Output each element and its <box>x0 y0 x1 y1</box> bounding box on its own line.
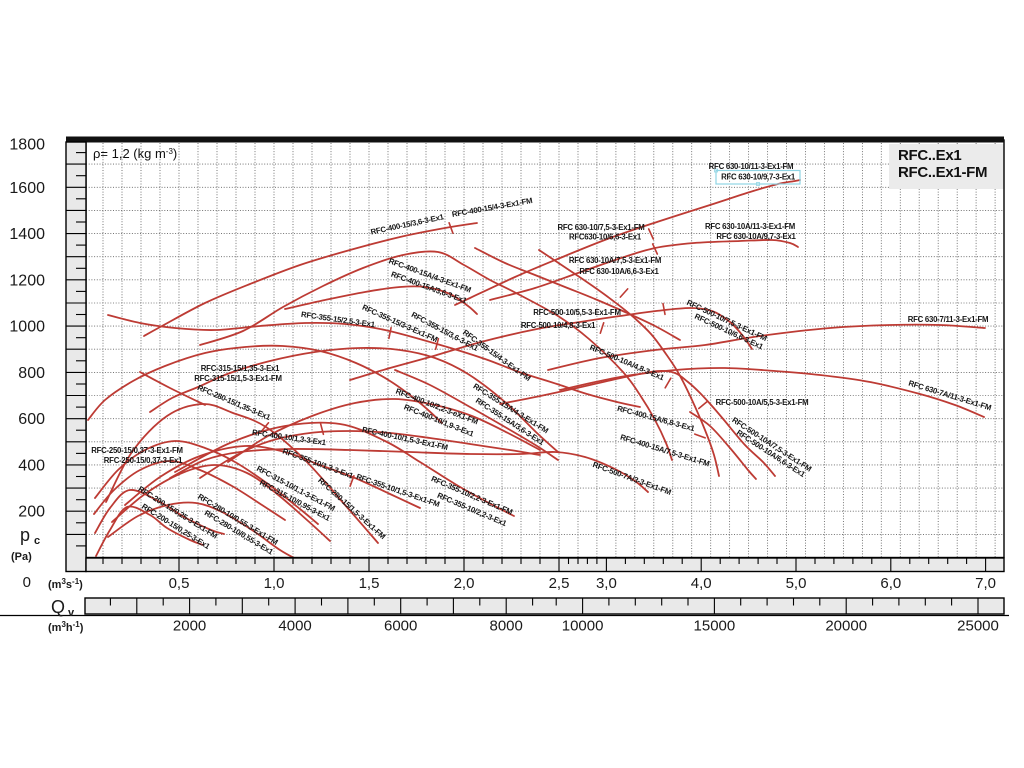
svg-text:3,0: 3,0 <box>596 575 617 592</box>
svg-text:v: v <box>68 607 75 619</box>
svg-text:4,0: 4,0 <box>691 575 712 592</box>
svg-text:4000: 4000 <box>278 618 311 635</box>
svg-text:RFC 630-10A/6,6-3-Ex1: RFC 630-10A/6,6-3-Ex1 <box>579 267 659 276</box>
svg-text:1200: 1200 <box>9 272 45 289</box>
svg-text:6,0: 6,0 <box>880 575 901 592</box>
svg-text:RFC-500-10/4,8-3-Ex1: RFC-500-10/4,8-3-Ex1 <box>521 321 596 330</box>
svg-text:1000: 1000 <box>9 319 45 336</box>
svg-text:p: p <box>20 525 30 545</box>
svg-text:600: 600 <box>18 411 45 428</box>
svg-text:Q: Q <box>51 597 65 617</box>
svg-text:RFC-315-15/1,35-3-Ex1: RFC-315-15/1,35-3-Ex1 <box>201 364 280 373</box>
svg-text:7,0: 7,0 <box>975 575 996 592</box>
svg-text:25000: 25000 <box>957 618 999 635</box>
svg-text:RFC 630-10/7,5-3-Ex1-FM: RFC 630-10/7,5-3-Ex1-FM <box>558 223 645 232</box>
svg-text:1600: 1600 <box>9 180 45 197</box>
svg-text:0,5: 0,5 <box>169 575 190 592</box>
svg-text:RFC 630-10/9,7-3-Ex1: RFC 630-10/9,7-3-Ex1 <box>721 173 796 182</box>
svg-text:ρ= 1,2 (kg m-3): ρ= 1,2 (kg m-3) <box>93 146 177 161</box>
svg-text:RFC-250-15/0,37-3-Ex1: RFC-250-15/0,37-3-Ex1 <box>104 456 183 465</box>
svg-text:10000: 10000 <box>562 618 604 635</box>
svg-text:RFC..Ex1-FM: RFC..Ex1-FM <box>898 164 987 181</box>
svg-text:15000: 15000 <box>694 618 736 635</box>
svg-text:RFC 630-10A/11-3-Ex1-FM: RFC 630-10A/11-3-Ex1-FM <box>705 222 795 231</box>
svg-text:0: 0 <box>23 574 31 591</box>
svg-text:5,0: 5,0 <box>786 575 807 592</box>
svg-text:200: 200 <box>18 504 45 521</box>
svg-text:c: c <box>34 535 40 547</box>
svg-text:1400: 1400 <box>9 226 45 243</box>
svg-text:1,0: 1,0 <box>264 575 285 592</box>
svg-text:RFC630-10/6,6-3-Ex1: RFC630-10/6,6-3-Ex1 <box>569 233 642 242</box>
svg-text:RFC-250-15/0,37-3-Ex1-FM: RFC-250-15/0,37-3-Ex1-FM <box>91 446 183 455</box>
svg-text:2,0: 2,0 <box>454 575 475 592</box>
svg-text:800: 800 <box>18 365 45 382</box>
svg-text:2,5: 2,5 <box>549 575 570 592</box>
svg-text:8000: 8000 <box>490 618 523 635</box>
svg-text:6000: 6000 <box>384 618 417 635</box>
svg-text:400: 400 <box>18 457 45 474</box>
svg-text:RFC-500-10/5,5-3-Ex1-FM: RFC-500-10/5,5-3-Ex1-FM <box>533 308 620 317</box>
svg-text:RFC..Ex1: RFC..Ex1 <box>898 147 961 164</box>
svg-text:RFC 630-10/11-3-Ex1-FM: RFC 630-10/11-3-Ex1-FM <box>709 162 794 171</box>
svg-text:(Pa): (Pa) <box>11 551 32 563</box>
svg-text:20000: 20000 <box>825 618 867 635</box>
svg-text:2000: 2000 <box>173 618 206 635</box>
svg-text:RFC 630-10A/7,5-3-Ex1-FM: RFC 630-10A/7,5-3-Ex1-FM <box>569 256 661 265</box>
svg-text:1800: 1800 <box>9 137 45 154</box>
svg-text:RFC 630-7/11-3-Ex1-FM: RFC 630-7/11-3-Ex1-FM <box>908 315 989 324</box>
svg-text:RFC-315-15/1,5-3-Ex1-FM: RFC-315-15/1,5-3-Ex1-FM <box>194 374 281 383</box>
svg-text:RFC 630-10A/9,7-3-Ex1: RFC 630-10A/9,7-3-Ex1 <box>716 232 796 241</box>
svg-text:1,5: 1,5 <box>359 575 380 592</box>
svg-text:RFC-500-10A/5,5-3-Ex1-FM: RFC-500-10A/5,5-3-Ex1-FM <box>716 398 809 407</box>
